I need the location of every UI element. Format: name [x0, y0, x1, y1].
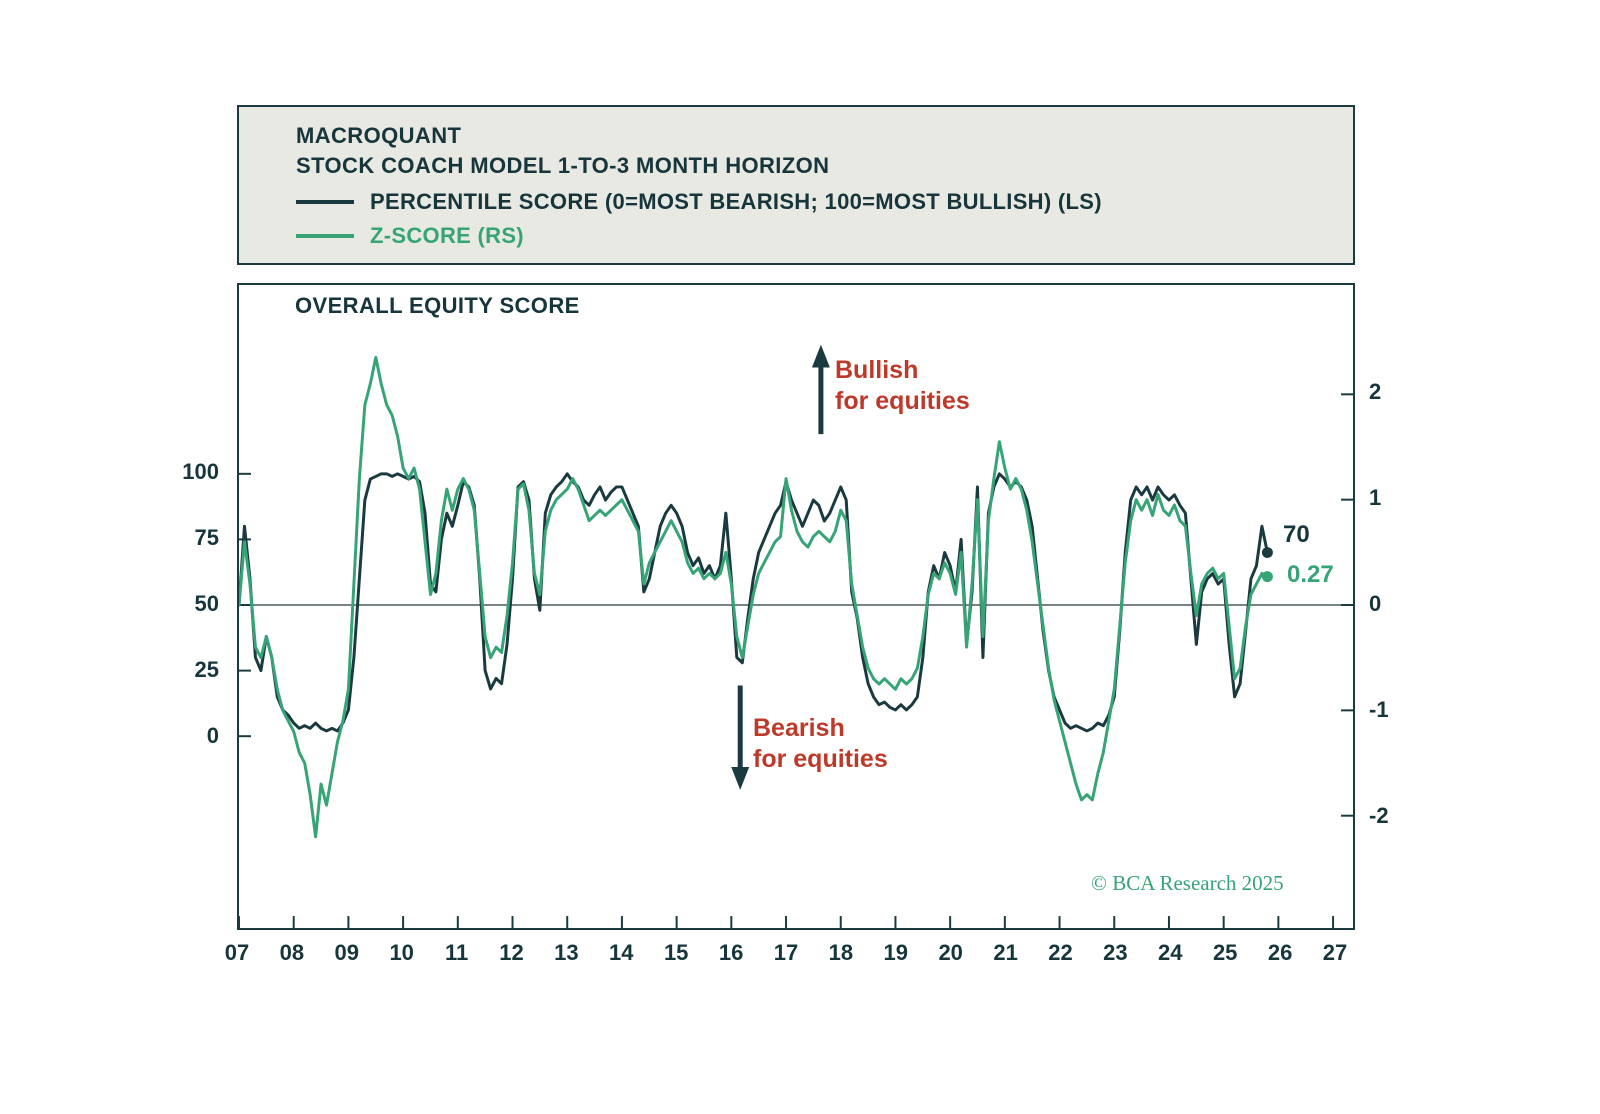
x-tick-label: 25 [1212, 940, 1238, 965]
y-left-tick-label: 0 [206, 723, 219, 748]
x-tick-label: 10 [389, 940, 414, 965]
bearish-annotation-line2: for equities [753, 745, 888, 773]
legend-label-zscore: Z-SCORE (RS) [370, 223, 524, 248]
x-tick-label: 17 [773, 940, 799, 965]
x-tick-label: 11 [444, 940, 469, 965]
plot-title: OVERALL EQUITY SCORE [295, 293, 580, 318]
y-right-tick-label: 2 [1369, 379, 1382, 404]
x-tick-label: 08 [279, 940, 305, 965]
x-tick-label: 18 [828, 940, 854, 965]
x-tick-label: 21 [993, 940, 1018, 965]
x-tick-label: 14 [609, 940, 634, 965]
chart-title-line1: MACROQUANT [296, 123, 462, 148]
x-tick-label: 15 [663, 940, 689, 965]
y-left-tick-label: 25 [194, 657, 219, 682]
bullish-annotation-line1: Bullish [835, 356, 919, 384]
y-left-tick-label: 100 [182, 459, 219, 484]
x-tick-label: 16 [718, 940, 744, 965]
x-tick-label: 24 [1158, 940, 1183, 965]
x-tick-label: 26 [1267, 940, 1293, 965]
legend-item-zscore: Z-SCORE (RS) [296, 223, 1333, 249]
bullish-arrow [811, 344, 830, 435]
x-tick-label: 23 [1103, 940, 1128, 965]
bearish-annotation-line1: Bearish [753, 714, 845, 742]
copyright-text: © BCA Research 2025 [1091, 871, 1284, 895]
legend-item-percentile: PERCENTILE SCORE (0=MOST BEARISH; 100=MO… [296, 189, 1333, 215]
x-tick-label: 22 [1048, 940, 1073, 965]
tick-layer [239, 393, 1353, 928]
x-tick-label: 13 [554, 940, 579, 965]
x-tick-label: 20 [938, 940, 963, 965]
x-tick-label: 27 [1322, 940, 1348, 965]
bullish-annotation-line2: for equities [835, 387, 970, 415]
chart-box: OVERALL EQUITY SCORE Bullish for equitie… [237, 283, 1355, 930]
bullish-annotation: Bullish for equities [835, 355, 970, 417]
x-tick-label: 19 [883, 940, 909, 965]
y-right-tick-label: -1 [1369, 697, 1389, 722]
legend-box: MACROQUANT STOCK COACH MODEL 1-TO-3 MONT… [237, 105, 1355, 265]
y-right-tick-label: -2 [1369, 803, 1389, 828]
y-left-tick-label: 75 [194, 525, 219, 550]
chart-title-line2: STOCK COACH MODEL 1-TO-3 MONTH HORIZON [296, 153, 830, 178]
percentile-line-swatch [296, 200, 354, 204]
bearish-annotation: Bearish for equities [753, 713, 888, 775]
series-layer [239, 355, 1273, 839]
legend-label-percentile: PERCENTILE SCORE (0=MOST BEARISH; 100=MO… [370, 189, 1102, 214]
bearish-arrow [731, 685, 750, 790]
x-tick-label: 12 [499, 940, 524, 965]
y-right-tick-label: 0 [1369, 591, 1382, 616]
percentile-end-value: 70 [1283, 521, 1310, 548]
x-tick-label: 09 [334, 940, 360, 965]
y-left-tick-label: 50 [194, 591, 219, 616]
plot-svg [239, 344, 1353, 928]
y-right-tick-label: 1 [1369, 485, 1382, 510]
zscore-line-swatch [296, 234, 354, 238]
x-tick-label: 07 [224, 940, 250, 965]
zscore-end-value: 0.27 [1287, 561, 1334, 588]
